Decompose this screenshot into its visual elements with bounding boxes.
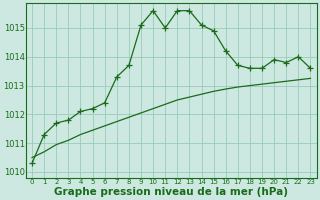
X-axis label: Graphe pression niveau de la mer (hPa): Graphe pression niveau de la mer (hPa) [54,187,288,197]
